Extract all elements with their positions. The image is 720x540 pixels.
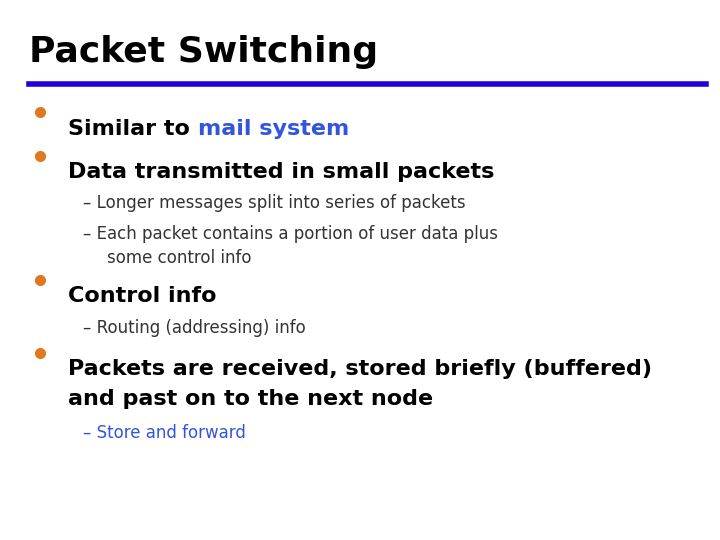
Text: Data transmitted in small packets: Data transmitted in small packets <box>68 162 495 182</box>
Text: mail system: mail system <box>198 119 349 139</box>
Text: Packet Switching: Packet Switching <box>29 35 378 69</box>
Text: Control info: Control info <box>68 286 217 306</box>
Text: – Routing (addressing) info: – Routing (addressing) info <box>83 319 305 336</box>
Text: and past on to the next node: and past on to the next node <box>68 389 433 409</box>
Text: some control info: some control info <box>107 249 251 267</box>
Text: – Longer messages split into series of packets: – Longer messages split into series of p… <box>83 194 465 212</box>
Text: – Store and forward: – Store and forward <box>83 424 246 442</box>
Text: Similar to: Similar to <box>68 119 198 139</box>
Text: – Each packet contains a portion of user data plus: – Each packet contains a portion of user… <box>83 225 498 242</box>
Text: Packets are received, stored briefly (buffered): Packets are received, stored briefly (bu… <box>68 359 652 379</box>
